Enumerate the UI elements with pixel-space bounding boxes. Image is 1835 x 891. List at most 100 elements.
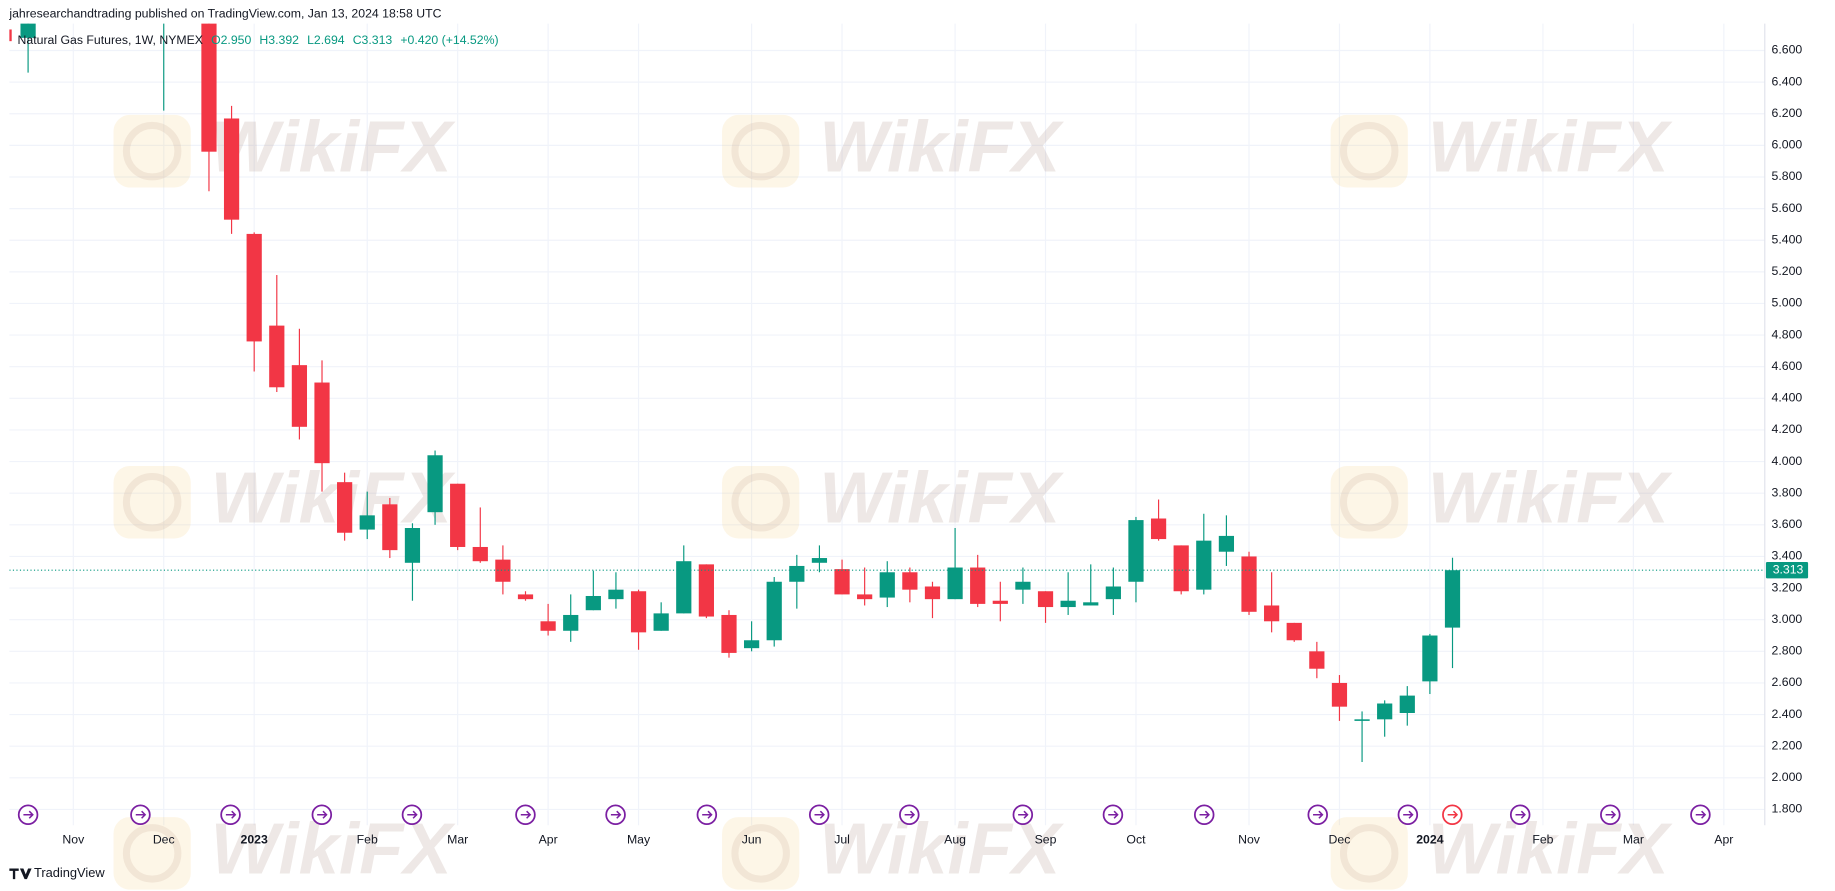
- brand-name: TradingView: [34, 865, 105, 880]
- candle-body: [676, 561, 692, 614]
- x-tick-label: Mar: [1623, 833, 1644, 847]
- y-tick-label: 6.400: [1772, 74, 1803, 88]
- candle-body: [472, 546, 488, 562]
- candle-body: [1444, 570, 1461, 628]
- y-tick-label: 3.400: [1772, 549, 1803, 563]
- x-tick-label: 2024: [1416, 833, 1443, 847]
- candle-body: [1286, 622, 1302, 641]
- y-tick-label: 2.200: [1772, 738, 1803, 752]
- watermark-text: WikiFX: [1428, 458, 1673, 539]
- ohlc-change: +0.420 (+14.52%): [400, 33, 498, 47]
- candle-body: [834, 569, 850, 595]
- y-tick-label: 2.800: [1772, 644, 1803, 658]
- candle-body: [630, 591, 647, 633]
- y-tick-label: 3.000: [1772, 612, 1803, 626]
- event-marker-icon: [1695, 810, 1707, 819]
- candle-body: [382, 504, 398, 551]
- candle-body: [1377, 703, 1393, 720]
- event-marker-icon: [23, 810, 34, 819]
- watermark-logo: [1330, 114, 1408, 188]
- candle-body: [450, 483, 466, 547]
- axes: 1.800 2.000 2.200 2.400 2.600 2.800 3.000 3.200…: [17, 43, 1809, 847]
- y-tick-label: 4.200: [1772, 422, 1803, 436]
- event-marker-icon: [1199, 810, 1210, 819]
- y-tick-label: 6.600: [1772, 43, 1803, 57]
- y-tick-label: 4.600: [1772, 359, 1803, 373]
- x-tick-label: Mar: [447, 833, 468, 847]
- x-tick-label: Dec: [153, 833, 175, 847]
- candle-body: [246, 233, 262, 342]
- x-tick-label: May: [627, 833, 651, 847]
- candle-body: [992, 600, 1008, 604]
- event-marker-icon: [610, 810, 622, 819]
- candle-body: [1264, 605, 1280, 622]
- event-marker-icon: [1515, 810, 1526, 819]
- watermark-logo: [722, 817, 800, 890]
- candle-body: [743, 640, 760, 649]
- event-marker-icon: [317, 810, 328, 819]
- watermark-logo-ring: [731, 121, 790, 181]
- watermark-text: WikiFX: [819, 107, 1064, 188]
- event-marker-icon: [814, 810, 825, 819]
- candle-body: [1037, 591, 1054, 608]
- candle-body: [404, 528, 421, 563]
- candle-body: [223, 118, 240, 220]
- candle-body: [1173, 545, 1189, 592]
- candle-body: [201, 23, 217, 152]
- watermark-logo-ring: [1339, 824, 1399, 883]
- candle-body: [924, 586, 941, 600]
- watermark-logo-ring: [1339, 121, 1399, 181]
- event-marker-icon: [702, 810, 713, 819]
- y-tick-label: 2.000: [1772, 770, 1803, 784]
- candle-body: [20, 23, 36, 38]
- last-price-label: 3.313: [1773, 562, 1804, 576]
- ohlc-open: O2.950: [211, 33, 251, 47]
- x-tick-label: Jun: [742, 833, 762, 847]
- y-tick-label: 4.400: [1772, 391, 1803, 405]
- x-tick-label: 2023: [241, 833, 268, 847]
- candle-body: [563, 614, 579, 631]
- y-tick-label: 5.000: [1772, 296, 1803, 310]
- x-tick-label: Jul: [834, 833, 850, 847]
- event-marker-icon: [225, 810, 237, 819]
- x-tick-label: Nov: [62, 833, 85, 847]
- header-legend: Natural Gas Futures, 1W, NYMEX O2.950 H3…: [18, 33, 499, 47]
- watermark-logo-ring: [122, 473, 182, 532]
- candle-body: [269, 325, 285, 388]
- candle-body: [1309, 651, 1325, 669]
- candle-body: [608, 589, 624, 600]
- candle-body: [359, 515, 375, 530]
- candle-body: [585, 595, 601, 611]
- x-tick-label: Apr: [1714, 833, 1733, 847]
- candle-body: [1015, 581, 1031, 590]
- y-tick-label: 5.400: [1772, 232, 1803, 246]
- y-tick-label: 2.600: [1772, 675, 1803, 689]
- candle-body: [1128, 520, 1144, 582]
- event-marker-icon: [1403, 810, 1414, 819]
- candles: [9, 23, 1765, 763]
- watermark-text: WikiFX: [819, 458, 1064, 539]
- candle-body: [1105, 586, 1121, 600]
- y-tick-label: 1.800: [1772, 802, 1803, 816]
- candle-body: [766, 581, 782, 641]
- event-marker-icon: [1447, 810, 1459, 819]
- event-marker-icon: [135, 810, 147, 819]
- watermark-logo-ring: [731, 473, 790, 532]
- y-tick-label: 5.600: [1772, 201, 1803, 215]
- watermark-logo: [1330, 817, 1408, 890]
- candle-body: [653, 613, 669, 631]
- event-marker-icon: [520, 810, 532, 819]
- watermark-logo: [722, 114, 800, 188]
- candle-body: [811, 558, 828, 563]
- candle-body: [540, 621, 556, 631]
- x-tick-label: Dec: [1329, 833, 1351, 847]
- event-marker-icon: [407, 810, 418, 819]
- candle-body: [1422, 635, 1438, 682]
- watermark-text: WikiFX: [1428, 809, 1673, 890]
- y-tick-label: 6.000: [1772, 138, 1803, 152]
- watermark-logo-ring: [122, 121, 182, 181]
- publisher-line: jahresearchandtrading published on Tradi…: [8, 7, 441, 21]
